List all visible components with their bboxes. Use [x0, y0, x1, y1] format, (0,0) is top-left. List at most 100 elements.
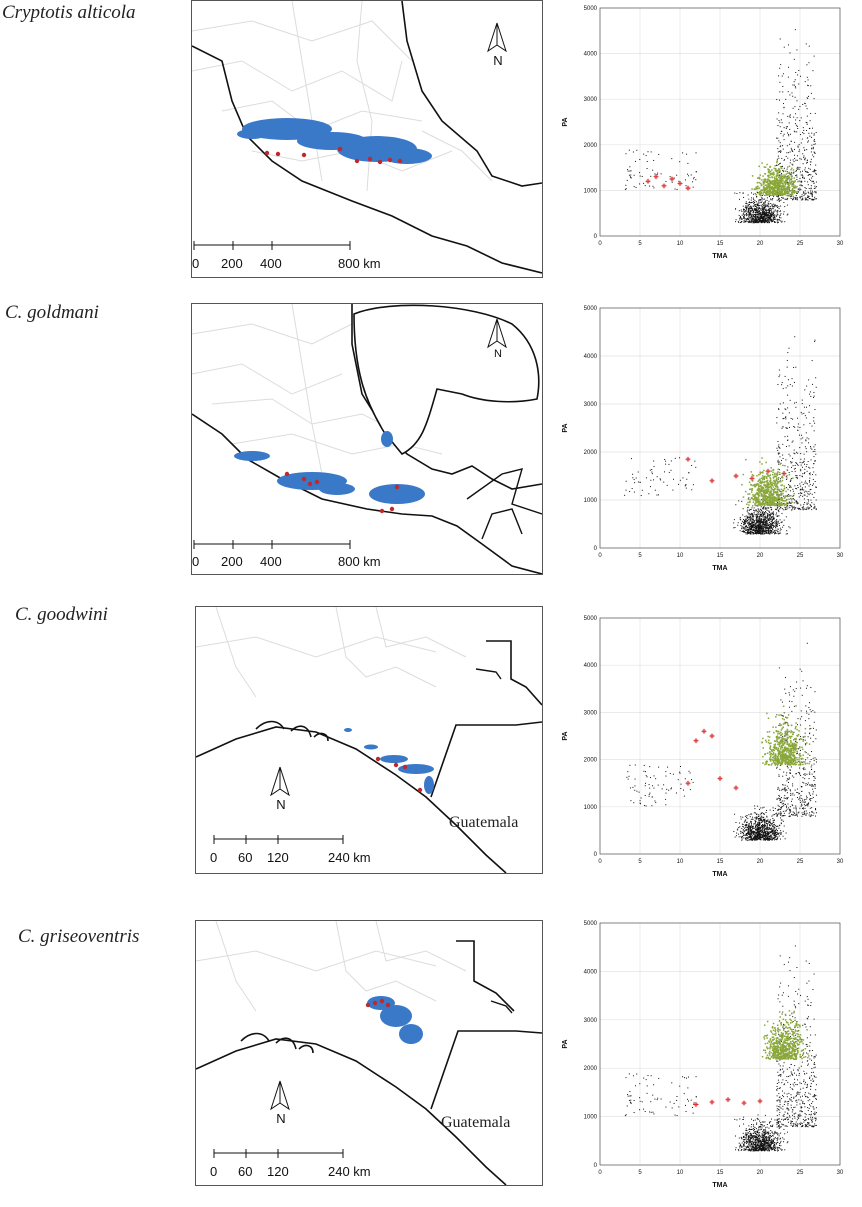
background-point: [758, 200, 760, 202]
model-point: [758, 495, 760, 497]
model-point: [784, 170, 787, 172]
background-point: [756, 524, 758, 526]
model-point: [779, 177, 781, 180]
background-point: [746, 526, 748, 528]
background-point: [757, 505, 759, 507]
background-point: [751, 207, 753, 209]
model-point: [759, 480, 762, 482]
background-point: [766, 211, 768, 213]
background-point: [765, 523, 767, 525]
background-point: [767, 214, 769, 216]
background-point: [758, 207, 760, 209]
background-point: [741, 218, 743, 220]
background-point: [790, 194, 792, 196]
background-point: [786, 533, 788, 535]
background-point: [762, 533, 764, 535]
background-point: [812, 199, 814, 201]
background-point: [812, 175, 814, 177]
background-point: [808, 485, 810, 487]
background-point: [772, 216, 774, 218]
model-point: [776, 494, 778, 497]
background-point: [671, 181, 673, 183]
model-point: [760, 194, 762, 197]
model-point: [756, 484, 759, 486]
model-point: [766, 194, 768, 196]
background-point: [805, 783, 807, 785]
background-point: [788, 809, 790, 811]
background-point: [784, 497, 786, 499]
model-point: [786, 188, 789, 190]
background-point: [809, 161, 811, 163]
background-point: [750, 813, 752, 815]
background-point: [788, 422, 790, 424]
background-point: [776, 214, 778, 216]
background-point: [748, 207, 750, 209]
background-point: [751, 521, 753, 523]
background-point: [761, 197, 763, 199]
background-point: [814, 196, 816, 198]
background-point: [650, 151, 652, 153]
background-point: [779, 825, 781, 827]
background-point: [752, 211, 754, 213]
background-point: [793, 502, 795, 504]
background-point: [759, 221, 761, 223]
background-point: [805, 759, 807, 761]
background-point: [627, 778, 629, 780]
background-point: [796, 192, 798, 194]
model-point: [768, 180, 770, 182]
background-point: [795, 814, 797, 816]
background-point: [780, 812, 782, 814]
background-point: [652, 169, 654, 171]
background-point: [798, 180, 800, 182]
background-point: [745, 828, 747, 830]
model-point: [771, 180, 774, 183]
background-point: [779, 473, 781, 475]
background-point: [781, 512, 783, 514]
background-point: [759, 508, 761, 510]
background-point: [798, 492, 800, 494]
model-point: [768, 182, 771, 185]
model-point: [772, 488, 775, 491]
model-point: [774, 484, 776, 486]
background-point: [749, 533, 751, 535]
background-point: [758, 519, 760, 521]
background-point: [805, 105, 807, 107]
background-point: [760, 521, 762, 523]
background-point: [756, 515, 758, 517]
background-point: [761, 509, 763, 511]
background-point: [793, 172, 795, 174]
model-point: [772, 182, 774, 185]
background-point: [813, 140, 815, 142]
model-point: [770, 497, 772, 499]
background-point: [751, 213, 753, 215]
background-point: [768, 515, 770, 517]
model-point: [783, 500, 786, 502]
background-point: [765, 529, 767, 531]
background-point: [763, 530, 765, 532]
model-point: [763, 481, 766, 484]
model-point: [751, 488, 754, 490]
background-point: [769, 832, 771, 834]
background-point: [801, 198, 803, 200]
background-point: [786, 798, 788, 800]
background-point: [749, 523, 751, 525]
background-point: [781, 715, 783, 717]
background-point: [785, 155, 787, 157]
background-point: [693, 178, 695, 180]
background-point: [758, 528, 760, 530]
background-point: [800, 492, 802, 494]
background-point: [769, 517, 771, 519]
model-point: [778, 497, 780, 499]
background-point: [743, 216, 745, 218]
background-point: [743, 520, 745, 522]
model-point: [771, 488, 773, 490]
background-point: [761, 204, 763, 206]
background-point: [771, 822, 773, 824]
background-point: [783, 201, 785, 203]
y-tick-label: 3000: [584, 97, 598, 103]
background-point: [803, 412, 805, 414]
background-point: [775, 839, 777, 841]
background-point: [785, 446, 787, 448]
background-point: [777, 509, 779, 511]
background-point: [756, 526, 758, 528]
